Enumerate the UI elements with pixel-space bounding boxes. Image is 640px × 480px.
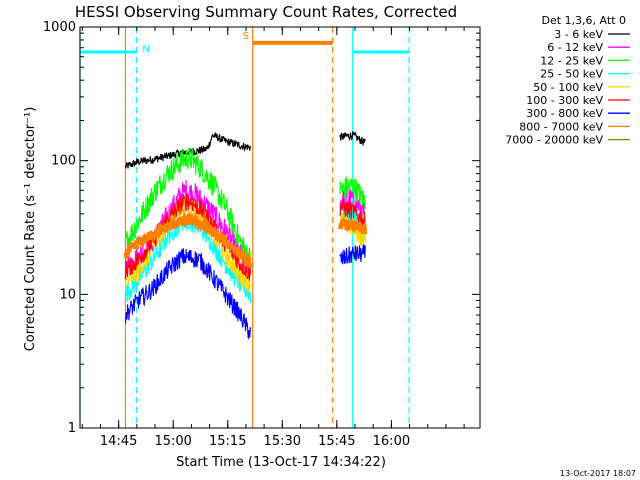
series-line [339, 131, 366, 146]
y-tick-label: 100 [51, 154, 76, 169]
x-tick-label: 16:00 [373, 434, 410, 449]
series-line [124, 147, 252, 268]
y-tick-label: 1 [68, 421, 76, 436]
x-tick-label: 15:45 [318, 434, 355, 449]
axes-layer: 1 10 100 1000 14:45 15:00 15:15 15:30 15:45 16:00 [43, 20, 481, 449]
x-tick-label: 15:15 [209, 434, 246, 449]
series-line [124, 248, 252, 340]
legend-entry-label: 100 - 300 keV [526, 94, 603, 107]
x-tick-label: 15:30 [264, 434, 301, 449]
y-tick-label: 1000 [43, 20, 76, 35]
legend-entry-label: 300 - 800 keV [526, 107, 603, 120]
x-tick-label: 15:00 [154, 434, 191, 449]
legend-entry-label: 800 - 7000 keV [519, 120, 603, 133]
series-line [124, 132, 252, 169]
series-line [338, 217, 368, 235]
legend-entry-label: 12 - 25 keV [540, 54, 603, 67]
legend-entry-label: 6 - 12 keV [547, 41, 603, 54]
legend-entry-label: 3 - 6 keV [554, 28, 603, 41]
legend-entry-label: 50 - 100 keV [533, 81, 603, 94]
series-line [123, 209, 253, 268]
x-axis-label: Start Time (13-Oct-17 14:34:22) [176, 455, 386, 470]
status-bar-label: N [142, 44, 149, 55]
y-axis-label: Corrected Count Rate (s⁻¹ detector⁻¹) [23, 107, 38, 352]
y-tick-label: 10 [59, 287, 76, 302]
chart-title: HESSI Observing Summary Count Rates, Cor… [75, 3, 457, 21]
bars-layer: NS [80, 31, 410, 55]
x-tick-label: 14:45 [100, 434, 137, 449]
legend-entry-label: 25 - 50 keV [540, 68, 603, 81]
legend-entry-label: 7000 - 20000 keV [505, 134, 603, 147]
status-bar-label: S [243, 31, 249, 42]
legend-header: Det 1,3,6, Att 0 [542, 14, 626, 27]
series-line [339, 243, 366, 265]
footer-date: 13-Oct-2017 18:07 [560, 469, 636, 478]
series-line [339, 177, 366, 211]
series-layer [123, 131, 368, 340]
plot-frame [79, 26, 481, 429]
